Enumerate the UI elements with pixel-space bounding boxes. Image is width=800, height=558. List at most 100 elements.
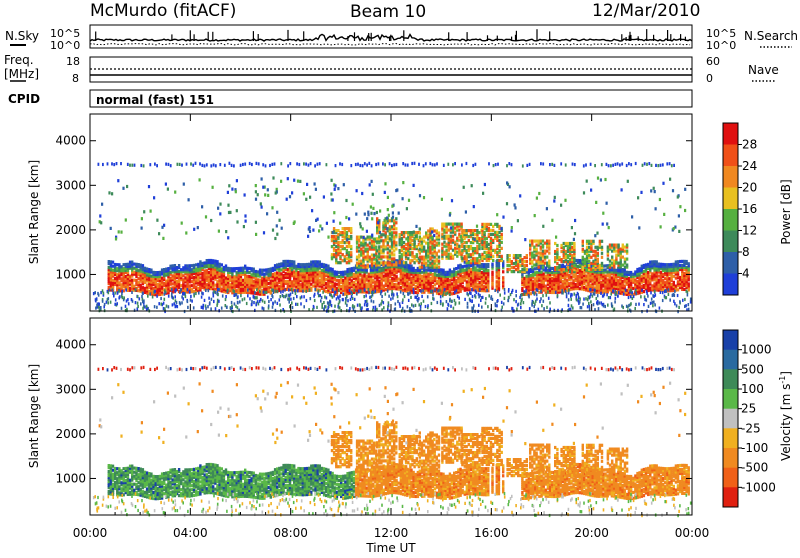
power-cell: [264, 193, 266, 196]
power-cell: [376, 217, 378, 220]
power-cell: [656, 260, 658, 263]
power-cell: [185, 231, 187, 234]
power-cell: [133, 285, 135, 288]
power-cell: [403, 261, 405, 264]
power-cell: [458, 239, 460, 242]
power-cell: [387, 241, 389, 244]
power-cell: [213, 163, 215, 166]
power-cell: [441, 223, 443, 226]
power-cell: [546, 256, 548, 259]
power-cell: [345, 199, 347, 202]
power-cell: [391, 257, 393, 260]
power-cell: [461, 239, 463, 242]
power-cell: [395, 247, 397, 250]
power-cell: [238, 267, 240, 270]
power-cell: [353, 267, 355, 270]
power-cell: [146, 283, 148, 286]
power-cell: [414, 162, 416, 165]
power-cell: [236, 267, 238, 270]
power-cell: [540, 271, 542, 274]
power-cell: [501, 247, 503, 250]
power-cell: [131, 164, 133, 167]
power-cell: [199, 260, 201, 263]
power-cell: [359, 222, 361, 225]
power-cell: [434, 256, 436, 259]
power-cell: [677, 288, 679, 291]
power-cell: [684, 209, 686, 212]
power-cell: [585, 284, 587, 287]
power-cell: [261, 177, 263, 180]
power-cell: [403, 245, 405, 248]
power-cell: [478, 253, 480, 256]
power-cell: [492, 229, 494, 232]
power-cell: [274, 162, 276, 165]
power-cell: [408, 199, 410, 202]
power-cell: [568, 282, 570, 285]
power-cell: [367, 248, 369, 251]
power-cell: [339, 261, 341, 264]
power-cell: [425, 162, 427, 165]
power-cell: [542, 244, 544, 247]
power-cell: [125, 275, 127, 278]
power-cell: [637, 196, 639, 199]
power-cell: [513, 266, 515, 269]
power-cell: [538, 192, 540, 195]
power-cell: [391, 251, 393, 254]
power-cell: [500, 227, 502, 230]
power-cell: [276, 224, 278, 227]
power-cell: [450, 245, 452, 248]
power-cell: [668, 277, 670, 280]
power-cell: [470, 259, 472, 262]
power-cell: [337, 233, 339, 236]
power-cell: [372, 279, 374, 282]
power-cell: [363, 236, 365, 239]
power-cell: [256, 162, 258, 165]
power-cell: [204, 269, 206, 272]
power-cell: [641, 265, 643, 268]
power-cell: [415, 269, 417, 272]
power-cell: [325, 278, 327, 281]
power-cell: [430, 277, 432, 280]
power-cell: [255, 270, 257, 273]
power-cell: [388, 214, 390, 217]
power-cell: [654, 190, 656, 193]
power-cell: [310, 261, 312, 264]
power-cell: [448, 253, 450, 256]
power-cell: [259, 269, 261, 272]
power-cell: [289, 260, 291, 263]
power-cell: [535, 244, 537, 247]
power-cell: [389, 219, 391, 222]
power-cell: [449, 213, 451, 216]
power-cell: [666, 263, 668, 266]
power-cell: [369, 246, 371, 249]
power-cell: [455, 267, 457, 270]
power-cell: [542, 260, 544, 263]
power-cell: [120, 277, 122, 280]
power-cell: [427, 264, 429, 267]
power-cell: [339, 222, 341, 225]
power-cell: [679, 264, 681, 267]
power-cell: [556, 266, 558, 269]
power-cell: [373, 262, 375, 265]
power-cell: [382, 255, 384, 258]
power-cell: [483, 231, 485, 234]
power-cell: [464, 287, 466, 290]
power-cell: [360, 260, 362, 263]
power-cell: [321, 227, 323, 230]
power-cell: [382, 162, 384, 165]
power-cell: [216, 260, 218, 263]
power-cell: [251, 163, 253, 166]
power-cell: [474, 266, 476, 269]
power-cell: [326, 222, 328, 225]
power-cell: [514, 206, 516, 209]
power-cell: [409, 251, 411, 254]
power-cell: [364, 213, 366, 216]
power-cell: [627, 180, 629, 183]
power-cell: [208, 259, 210, 262]
power-cell: [432, 163, 434, 166]
power-cell: [378, 261, 380, 264]
power-cell: [197, 263, 199, 266]
power-cell: [150, 210, 152, 213]
power-cell: [401, 253, 403, 256]
power-cell: [535, 260, 537, 263]
